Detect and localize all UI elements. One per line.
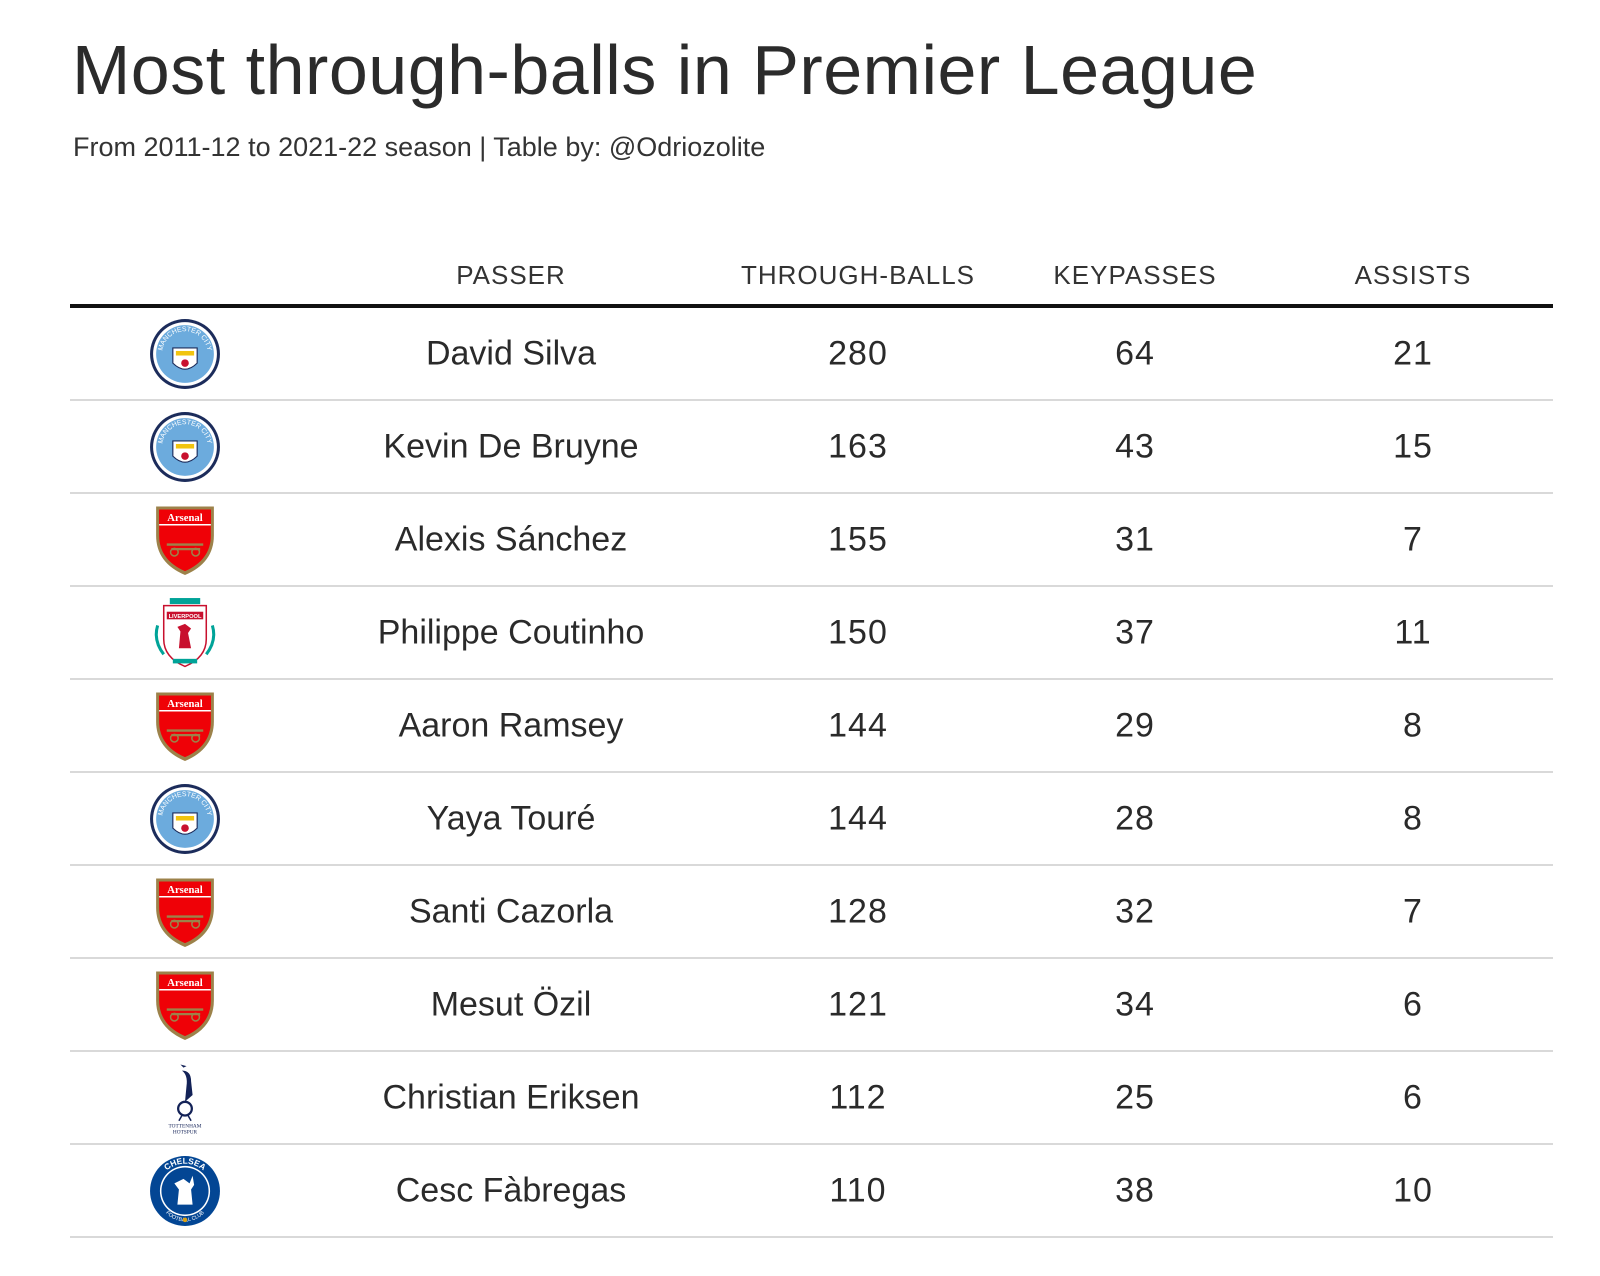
header-rule	[70, 304, 1553, 308]
through-balls-value: 112	[829, 1078, 887, 1116]
through-balls-value: 150	[828, 613, 888, 651]
column-header-through-balls: THROUGH-BALLS	[740, 260, 976, 290]
table-row: MANCHESTER CITY Yaya Touré 144 28 8	[70, 773, 1553, 866]
assists-value: 7	[1403, 892, 1423, 930]
through-balls-value: 155	[828, 520, 888, 558]
passer-name: David Silva	[425, 334, 597, 372]
table-row: TOTTENHAM HOTSPUR Christian Eriksen 112 25 6	[70, 1052, 1553, 1145]
through-balls-value: 110	[829, 1171, 887, 1209]
through-balls-value: 121	[828, 985, 888, 1023]
arsenal-crest-icon: Arsenal	[156, 878, 214, 947]
column-header-passer: PASSER	[456, 260, 566, 290]
manchester-city-crest-icon: MANCHESTER CITY	[150, 411, 220, 482]
passer-name: Santi Cazorla	[408, 892, 614, 930]
table-row: Arsenal Aaron Ramsey 144 29 8	[70, 680, 1553, 773]
table-body: MANCHESTER CITY David Silva 280 64 21 MANCHES…	[70, 308, 1553, 1238]
through-balls-value: 144	[828, 706, 888, 744]
keypasses-value: 43	[1115, 427, 1155, 465]
through-balls-table: PASSER THROUGH-BALLS KEYPASSES ASSISTS M…	[70, 250, 1553, 1238]
assists-value: 15	[1393, 427, 1433, 465]
column-header-keypasses: KEYPASSES	[1053, 260, 1217, 290]
passer-name: Cesc Fàbregas	[395, 1171, 627, 1209]
svg-text:Arsenal: Arsenal	[167, 885, 202, 896]
svg-text:HOTSPUR: HOTSPUR	[173, 1129, 198, 1135]
manchester-city-crest-icon: MANCHESTER CITY	[150, 318, 220, 389]
passer-name: Mesut Özil	[430, 985, 592, 1023]
table-row: Arsenal Mesut Özil 121 34 6	[70, 959, 1553, 1052]
table-row: Arsenal Santi Cazorla 128 32 7	[70, 866, 1553, 959]
keypasses-value: 31	[1115, 520, 1155, 558]
table-row: MANCHESTER CITY David Silva 280 64 21	[70, 308, 1553, 401]
through-balls-value: 280	[828, 334, 888, 372]
assists-value: 6	[1403, 1078, 1423, 1116]
passer-name: Kevin De Bruyne	[383, 427, 639, 465]
assists-value: 6	[1403, 985, 1423, 1023]
keypasses-value: 64	[1115, 334, 1155, 372]
through-balls-value: 128	[828, 892, 888, 930]
column-header-assists: ASSISTS	[1354, 260, 1472, 290]
through-balls-value: 144	[828, 799, 888, 837]
svg-text:Arsenal: Arsenal	[167, 513, 202, 524]
liverpool-crest-icon: LIVERPOOL	[154, 597, 216, 667]
passer-name: Aaron Ramsey	[398, 706, 624, 744]
passer-name: Yaya Touré	[426, 799, 596, 837]
table-row: CHELSEAFOOTBALL CLUB Cesc Fàbregas 110 38 10	[70, 1145, 1553, 1238]
keypasses-value: 32	[1115, 892, 1155, 930]
assists-value: 8	[1403, 799, 1423, 837]
assists-value: 21	[1393, 334, 1433, 372]
svg-text:LIVERPOOL: LIVERPOOL	[169, 613, 202, 619]
svg-text:Arsenal: Arsenal	[167, 978, 202, 989]
page-subtitle: From 2011-12 to 2021-22 season | Table b…	[73, 132, 766, 162]
table-row: LIVERPOOL Philippe Coutinho 150 37 11	[70, 587, 1553, 680]
keypasses-value: 25	[1115, 1078, 1155, 1116]
through-balls-value: 163	[828, 427, 888, 465]
manchester-city-crest-icon: MANCHESTER CITY	[150, 783, 220, 854]
page-title: Most through-balls in Premier League	[72, 31, 1258, 109]
arsenal-crest-icon: Arsenal	[156, 692, 214, 761]
table-row: Arsenal Alexis Sánchez 155 31 7	[70, 494, 1553, 587]
table-row: MANCHESTER CITY Kevin De Bruyne 163 43 15	[70, 401, 1553, 494]
assists-value: 10	[1393, 1171, 1433, 1209]
chelsea-crest-icon: CHELSEAFOOTBALL CLUB	[150, 1155, 220, 1226]
svg-text:Arsenal: Arsenal	[167, 699, 202, 710]
passer-name: Philippe Coutinho	[377, 613, 645, 651]
passer-name: Alexis Sánchez	[394, 520, 628, 558]
table-header: PASSER THROUGH-BALLS KEYPASSES ASSISTS	[70, 250, 1553, 304]
arsenal-crest-icon: Arsenal	[156, 506, 214, 575]
assists-value: 11	[1394, 613, 1432, 651]
keypasses-value: 38	[1115, 1171, 1155, 1209]
svg-text:CHELSEA: CHELSEA	[162, 1155, 208, 1171]
assists-value: 7	[1403, 520, 1423, 558]
passer-name: Christian Eriksen	[382, 1078, 640, 1116]
keypasses-value: 28	[1115, 799, 1155, 837]
keypasses-value: 29	[1115, 706, 1155, 744]
keypasses-value: 34	[1115, 985, 1155, 1023]
arsenal-crest-icon: Arsenal	[156, 971, 214, 1040]
assists-value: 8	[1403, 706, 1423, 744]
keypasses-value: 37	[1115, 613, 1155, 651]
svg-text:TOTTENHAM: TOTTENHAM	[169, 1123, 202, 1129]
